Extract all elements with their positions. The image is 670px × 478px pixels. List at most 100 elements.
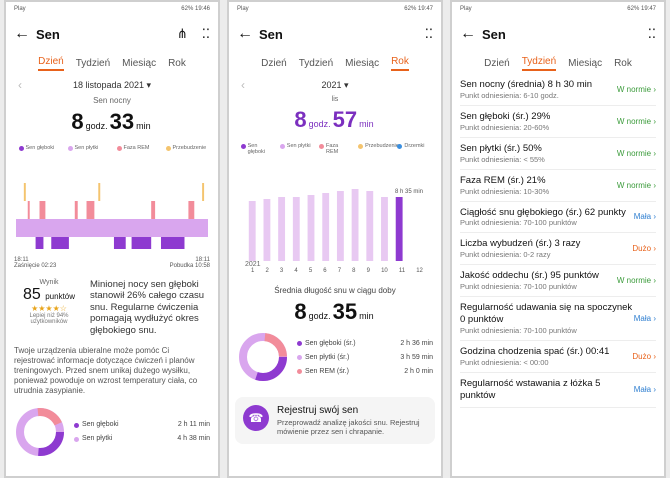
tab-year[interactable]: Rok bbox=[391, 56, 409, 71]
metric-status: W normie › bbox=[617, 276, 656, 285]
more-icon[interactable]: ⁚⁚ bbox=[424, 26, 433, 41]
score-box: Wynik 85 punktów ★★★★☆ Lepiej niż 94% uż… bbox=[14, 279, 84, 336]
share-icon[interactable]: ⋔ bbox=[176, 26, 188, 41]
status-bar: Play 62% 19:47 bbox=[229, 2, 441, 16]
period-tabs: Dzień Tydzień Miesiąc Rok bbox=[452, 52, 664, 74]
prev-year-icon[interactable]: ‹ bbox=[241, 78, 245, 92]
prev-date-icon[interactable]: ‹ bbox=[18, 78, 22, 92]
stage-row: Sen REM (śr.) 2 h 0 min bbox=[297, 364, 433, 378]
legend-item: Sen płytki bbox=[279, 143, 312, 155]
rem-segment bbox=[86, 201, 95, 219]
sleep-duration: 8 godz.33 min bbox=[6, 109, 218, 135]
tab-week[interactable]: Tydzień bbox=[75, 57, 111, 69]
status-text: Mała bbox=[633, 385, 652, 395]
metric-reference: Punkt odniesienia: 70-100 punktów bbox=[460, 325, 577, 335]
stage-label: Sen głęboki bbox=[82, 421, 119, 429]
legend-item: Drzemki bbox=[397, 143, 429, 155]
mins-value: 35 bbox=[332, 299, 358, 324]
deep-segment bbox=[113, 237, 126, 249]
tick-label: 4 bbox=[294, 268, 298, 274]
tab-day[interactable]: Dzień bbox=[261, 57, 287, 69]
hours-unit: godz. bbox=[308, 311, 331, 321]
rem-segment bbox=[188, 201, 195, 219]
date-selector[interactable]: 18 listopada 2021 bbox=[72, 80, 144, 90]
metric-row[interactable]: Regularność wstawania z łóżka 5 punktów M… bbox=[460, 373, 656, 408]
stage-label: Sen głęboki (śr.) bbox=[305, 339, 356, 347]
metric-reference: Punkt odniesienia: 10-30% bbox=[460, 186, 550, 196]
stage-row: Sen głęboki 2 h 11 min bbox=[74, 418, 210, 432]
rem-segment bbox=[151, 201, 156, 219]
ring-rem bbox=[16, 407, 64, 456]
legend-label: Przebudzenie bbox=[365, 143, 399, 149]
record-sleep-card[interactable]: ☎ Rejestruj swój sen Przeprowadź analizę… bbox=[235, 397, 435, 444]
score-label: Wynik bbox=[39, 279, 59, 286]
status-text: W normie bbox=[616, 276, 652, 286]
awake-dot bbox=[358, 144, 364, 149]
page-title: Sen bbox=[482, 26, 506, 42]
metric-row[interactable]: Regularność udawania się na spoczynek 0 … bbox=[460, 297, 656, 341]
score-unit: punktów bbox=[45, 292, 76, 301]
tick-label: 1 bbox=[251, 268, 255, 274]
tab-month[interactable]: Miesiąc bbox=[345, 57, 380, 69]
tab-week[interactable]: Tydzień bbox=[521, 56, 557, 71]
yearly-sleep-chart[interactable]: 8 h 35 min bbox=[239, 161, 431, 261]
metric-row[interactable]: Sen głęboki (śr.) 29% Punkt odniesienia: … bbox=[460, 106, 656, 138]
metric-row[interactable]: Sen płytki (śr.) 50% Punkt odniesienia: <… bbox=[460, 138, 656, 170]
status-text: Mała bbox=[633, 212, 652, 222]
month-bar bbox=[381, 197, 388, 261]
metric-row[interactable]: Ciągłość snu głębokiego (śr.) 62 punkty P… bbox=[460, 202, 656, 234]
metric-row[interactable]: Godzina chodzenia spać (śr.) 00:41 Punkt … bbox=[460, 341, 656, 373]
tick-label: 2 bbox=[265, 268, 269, 274]
month-bar bbox=[351, 189, 359, 261]
battery-text: 62% bbox=[627, 6, 640, 12]
legend-item: Przebudzenie bbox=[358, 143, 399, 155]
tab-month[interactable]: Miesiąc bbox=[568, 57, 603, 69]
sleep-stage-chart[interactable] bbox=[16, 157, 208, 257]
metric-reference: Punkt odniesienia: 6-10 godz. bbox=[460, 90, 559, 100]
hours-value: 8 bbox=[294, 107, 307, 132]
sleep-score-section: Wynik 85 punktów ★★★★☆ Lepiej niż 94% uż… bbox=[6, 269, 218, 342]
dropdown-icon[interactable]: ▾ bbox=[344, 79, 349, 90]
tab-week[interactable]: Tydzień bbox=[298, 57, 334, 69]
metric-text: Ciągłość snu głębokiego (śr.) 62 punkty P… bbox=[460, 207, 634, 228]
back-arrow-icon[interactable]: ← bbox=[14, 25, 30, 42]
tab-year[interactable]: Rok bbox=[614, 57, 632, 69]
stage-row: Sen głęboki (śr.) 2 h 36 min bbox=[297, 336, 433, 350]
metric-row[interactable]: Sen nocny (średnia) 8 h 30 min Punkt odni… bbox=[460, 74, 656, 106]
year-selector[interactable]: 2021 bbox=[321, 80, 342, 90]
tab-month[interactable]: Miesiąc bbox=[122, 57, 157, 69]
tab-day[interactable]: Dzień bbox=[38, 56, 64, 71]
chevron-right-icon: › bbox=[653, 314, 656, 323]
metric-row[interactable]: Liczba wybudzeń (śr.) 3 razy Punkt odnies… bbox=[460, 233, 656, 266]
hours-unit: godz. bbox=[308, 119, 331, 129]
metric-reference: Punkt odniesienia: 0-2 razy bbox=[460, 250, 551, 260]
more-icon[interactable]: ⁚⁚ bbox=[647, 26, 656, 41]
stage-value: 3 h 59 min bbox=[400, 353, 433, 361]
month-bar bbox=[336, 191, 344, 261]
dropdown-icon[interactable]: ▾ bbox=[146, 79, 152, 90]
month-bar bbox=[248, 201, 256, 261]
legend-label: Faza REM bbox=[325, 143, 339, 155]
status-left: Play bbox=[237, 6, 249, 12]
legend-item: Sen głęboki bbox=[18, 145, 59, 151]
back-arrow-icon[interactable]: ← bbox=[460, 25, 476, 42]
clock: 19:47 bbox=[417, 6, 433, 12]
month-bar bbox=[322, 193, 330, 261]
legend-item: Przebudzenie bbox=[165, 145, 206, 151]
stage-value: 2 h 11 min bbox=[177, 421, 210, 429]
chevron-right-icon: › bbox=[653, 385, 656, 395]
metric-status: W normie › bbox=[617, 85, 656, 94]
metric-text: Sen głęboki (śr.) 29% Punkt odniesienia: … bbox=[460, 111, 617, 132]
more-icon[interactable]: ⁚⁚ bbox=[201, 26, 210, 41]
tick-label: 9 bbox=[366, 268, 370, 274]
legend-item: Faza REM bbox=[318, 143, 351, 155]
deep-segment bbox=[51, 237, 69, 249]
tab-day[interactable]: Dzień bbox=[484, 57, 510, 69]
metric-row[interactable]: Faza REM (śr.) 21% Punkt odniesienia: 10-… bbox=[460, 170, 656, 202]
tab-year[interactable]: Rok bbox=[168, 57, 186, 69]
nap-dot bbox=[397, 144, 403, 149]
metric-reference: Punkt odniesienia: < 00:00 bbox=[460, 357, 549, 367]
back-arrow-icon[interactable]: ← bbox=[237, 25, 253, 42]
metric-row[interactable]: Jakość oddechu (śr.) 95 punktów Punkt odn… bbox=[460, 265, 656, 298]
month-bar bbox=[307, 195, 315, 261]
